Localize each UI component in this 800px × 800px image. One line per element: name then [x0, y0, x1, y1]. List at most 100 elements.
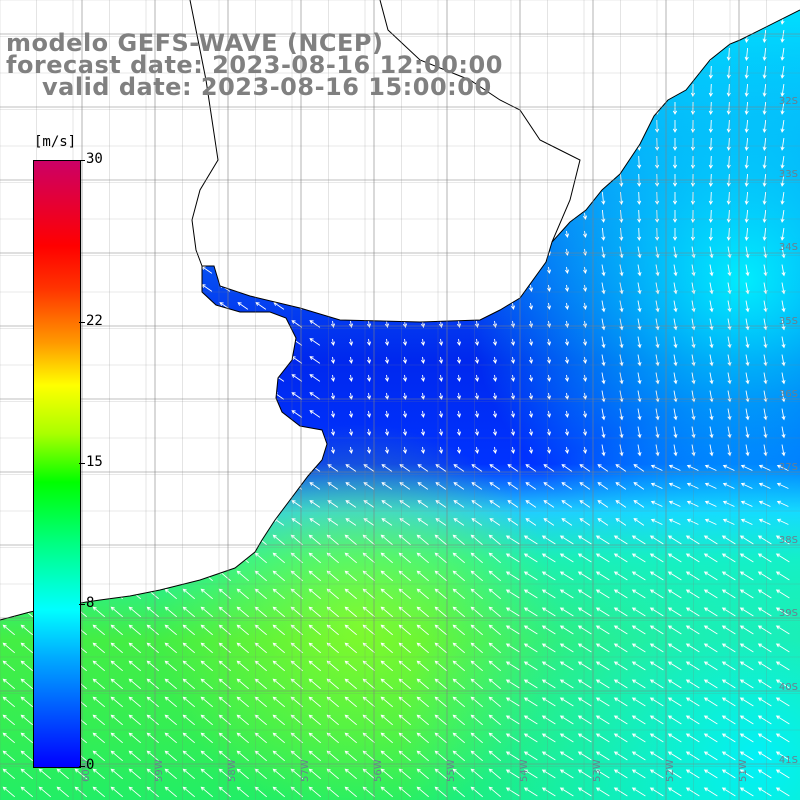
- wind-arrow: [398, 660, 411, 672]
- wind-arrow: [655, 246, 660, 259]
- wind-arrow: [564, 302, 570, 310]
- wind-arrow: [110, 714, 123, 726]
- wind-arrow: [655, 426, 660, 439]
- wind-arrow: [74, 768, 87, 780]
- wind-arrow: [631, 661, 646, 671]
- wind-arrow: [655, 264, 660, 277]
- wind-arrow: [380, 534, 393, 546]
- wind-arrow: [708, 191, 713, 205]
- wind-arrow: [398, 678, 411, 690]
- wind-arrow: [164, 714, 177, 726]
- wind-arrow: [254, 786, 267, 798]
- wind-arrow: [362, 696, 375, 708]
- wind-arrow: [110, 786, 123, 798]
- wind-arrow: [344, 696, 357, 708]
- wind-arrow: [523, 679, 538, 689]
- wind-arrow: [721, 553, 736, 563]
- wind-arrow: [757, 535, 772, 545]
- wind-arrow: [380, 714, 393, 726]
- wind-arrow: [667, 697, 682, 707]
- colorbar-tick-label: 30: [86, 151, 103, 167]
- wind-arrow: [739, 625, 754, 635]
- wind-arrow: [637, 300, 642, 313]
- wind-arrow: [780, 192, 785, 205]
- wind-arrow: [633, 500, 645, 508]
- wind-arrow: [200, 678, 213, 690]
- wind-arrow: [236, 588, 249, 600]
- wind-arrow: [673, 246, 678, 259]
- wind-arrow: [762, 83, 767, 97]
- wind-arrow: [402, 410, 408, 418]
- wind-arrow: [92, 642, 105, 654]
- wind-arrow: [110, 696, 123, 708]
- wind-arrow: [690, 119, 695, 133]
- wind-arrow: [595, 751, 610, 761]
- wind-arrow: [474, 356, 480, 364]
- wind-arrow: [726, 65, 731, 79]
- latitude-label: 41S: [778, 754, 798, 766]
- wind-arrow: [505, 535, 520, 545]
- wind-arrow: [757, 679, 772, 689]
- wind-arrow: [781, 318, 786, 331]
- wind-arrow: [326, 624, 339, 636]
- wind-arrow: [416, 732, 429, 744]
- longitude-label: 52W: [665, 759, 676, 782]
- wind-arrow: [667, 643, 682, 653]
- wind-arrow: [470, 768, 483, 780]
- wind-arrow: [619, 191, 624, 205]
- wind-arrow: [758, 482, 771, 489]
- wind-arrow: [128, 714, 141, 726]
- wind-arrow: [546, 266, 552, 274]
- wind-arrow: [780, 102, 785, 115]
- wind-arrow: [434, 660, 447, 672]
- wind-arrow: [631, 535, 646, 545]
- wind-arrow: [739, 733, 754, 743]
- wind-arrow: [763, 426, 768, 439]
- wind-arrow: [685, 787, 700, 797]
- wind-arrow: [564, 428, 570, 436]
- wind-arrow: [164, 678, 177, 690]
- wind-arrow: [709, 246, 714, 259]
- wind-arrow: [523, 553, 538, 563]
- wind-arrow: [402, 428, 408, 436]
- wind-arrow: [727, 354, 732, 367]
- wind-arrow: [523, 535, 538, 545]
- wind-arrow: [631, 751, 646, 761]
- wind-arrow: [582, 428, 588, 436]
- wind-arrow: [128, 732, 141, 744]
- wind-arrow: [546, 410, 552, 418]
- wind-arrow: [691, 372, 696, 385]
- wind-arrow: [649, 553, 664, 563]
- wind-arrow: [775, 733, 790, 743]
- wind-arrow: [505, 787, 520, 797]
- wind-arrow: [668, 482, 681, 489]
- wind-arrow: [757, 715, 772, 725]
- wind-arrow: [672, 228, 678, 241]
- wind-arrow: [366, 338, 372, 346]
- wind-arrow: [308, 588, 321, 600]
- wind-arrow: [38, 768, 51, 780]
- wind-arrow: [685, 625, 700, 635]
- wind-arrow: [452, 732, 465, 744]
- longitude-label: 59W: [154, 759, 165, 782]
- wind-arrow: [601, 282, 606, 295]
- wind-arrow: [780, 84, 785, 97]
- wind-arrow: [381, 500, 393, 508]
- wind-arrow: [362, 660, 375, 672]
- wind-arrow: [416, 588, 429, 600]
- wind-arrow: [763, 318, 768, 331]
- wind-arrow: [399, 500, 411, 508]
- wind-arrow: [488, 678, 501, 690]
- wind-arrow: [2, 750, 15, 762]
- wind-arrow: [471, 482, 483, 490]
- wind-arrow: [362, 570, 375, 582]
- wind-arrow: [546, 428, 552, 436]
- wind-arrow: [727, 264, 732, 277]
- wind-arrow: [745, 444, 750, 457]
- colorbar-tick-label: 0: [86, 757, 95, 773]
- wind-arrow: [631, 589, 646, 599]
- wind-arrow: [541, 643, 556, 653]
- wind-arrow: [582, 374, 588, 382]
- wind-arrow: [740, 482, 753, 489]
- wind-arrow: [619, 300, 624, 313]
